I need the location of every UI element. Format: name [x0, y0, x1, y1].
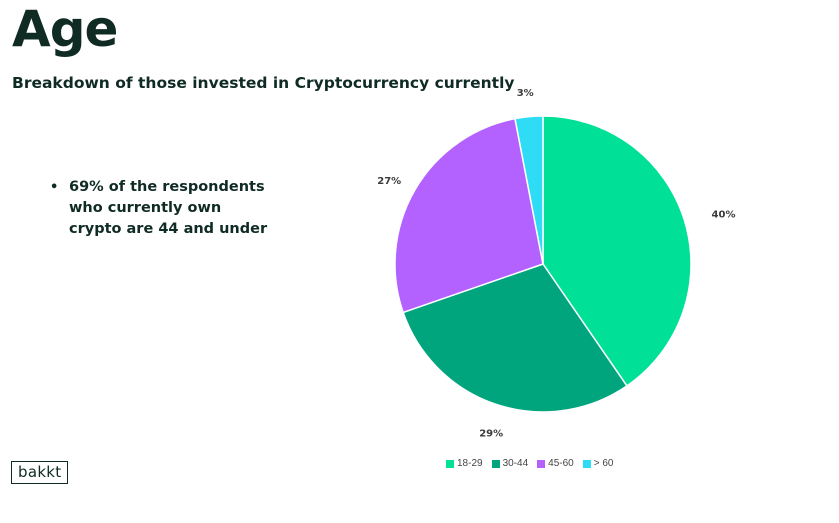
- slide-subtitle: Breakdown of those invested in Cryptocur…: [12, 74, 515, 92]
- legend-item: > 60: [582, 458, 614, 469]
- legend-item: 45-60: [537, 458, 574, 469]
- legend-item: 30-44: [491, 458, 529, 469]
- pie-slice-45-60: [394, 117, 544, 314]
- legend-label: > 60: [593, 458, 614, 469]
- legend-item: 18-29: [446, 458, 483, 469]
- pie-slice-18-29: [542, 115, 692, 387]
- data-label: 40%: [712, 210, 736, 221]
- bullet-list: 69% of the respondents who currently own…: [50, 177, 270, 240]
- pie-slice-60: [514, 115, 544, 265]
- bakkt-logo: bakkt: [11, 461, 69, 484]
- slide-title: Age: [12, 0, 118, 58]
- legend-swatch: [582, 459, 591, 468]
- bullet-item: 69% of the respondents who currently own…: [50, 177, 270, 240]
- legend-label: 30-44: [502, 458, 529, 469]
- legend-swatch: [537, 459, 546, 468]
- chart-legend: 18-29 30-44 45-60 > 60: [446, 458, 613, 469]
- legend-swatch: [491, 459, 500, 468]
- legend-swatch: [446, 459, 454, 468]
- data-label: 29%: [479, 429, 503, 440]
- data-label: 27%: [377, 176, 401, 187]
- legend-label: 18-29: [457, 458, 483, 469]
- legend-label: 45-60: [548, 458, 574, 469]
- data-label: 3%: [517, 88, 534, 99]
- pie-slice-30-44: [402, 263, 628, 413]
